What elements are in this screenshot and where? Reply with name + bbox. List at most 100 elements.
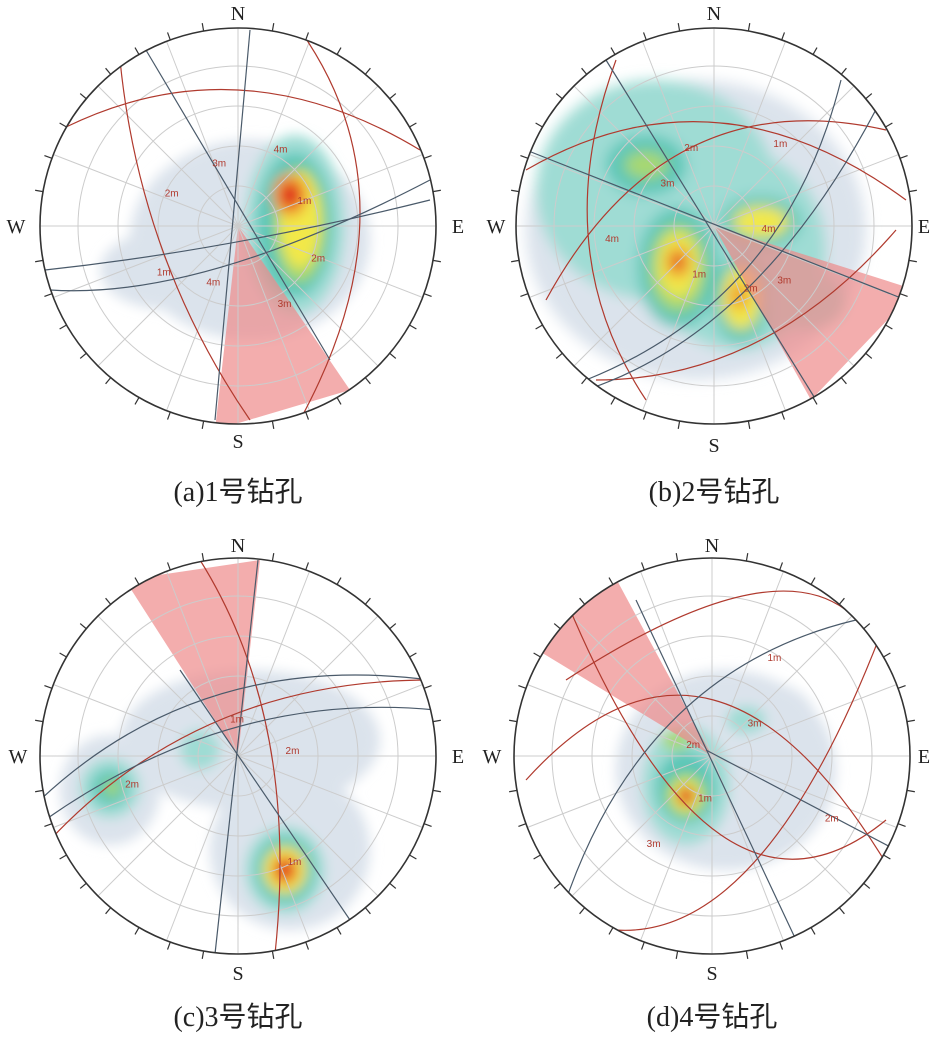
perimeter-tick xyxy=(899,293,908,298)
direction-e: E xyxy=(452,746,464,768)
perimeter-tick xyxy=(906,789,915,793)
depth-label: 2m xyxy=(825,813,839,824)
perimeter-tick xyxy=(520,154,529,159)
direction-e: E xyxy=(918,216,930,238)
perimeter-tick xyxy=(779,941,784,950)
perimeter-tick xyxy=(389,352,397,359)
perimeter-tick xyxy=(509,719,518,723)
caption-a: (a)1号钻孔 xyxy=(173,477,303,508)
perimeter-tick xyxy=(745,950,749,959)
perimeter-tick xyxy=(863,623,871,630)
perimeter-tick xyxy=(642,411,647,420)
perimeter-tick xyxy=(511,259,520,263)
perimeter-tick xyxy=(610,47,616,55)
perimeter-tick xyxy=(840,377,847,385)
great-circles xyxy=(40,559,436,954)
stereonet-b: N S W E 2m 1m 3m 4m 4m 1m 2m 3m xyxy=(487,3,931,457)
perimeter-tick xyxy=(364,597,371,605)
perimeter-tick xyxy=(781,411,786,420)
great-circles xyxy=(525,59,907,401)
perimeter-tick xyxy=(535,122,543,128)
primitive-circle xyxy=(515,27,913,425)
perimeter-tick xyxy=(511,189,520,193)
perimeter-tick xyxy=(608,927,614,935)
perimeter-tick xyxy=(812,397,818,405)
perimeter-tick xyxy=(134,927,140,935)
perimeter-tick xyxy=(423,823,432,828)
stereonet-c: N S W E 1m 2m 2m 1m xyxy=(9,535,465,985)
sector-highlight xyxy=(521,560,712,756)
perimeter-tick xyxy=(885,122,893,128)
perimeter-tick xyxy=(79,352,87,359)
perimeter-tick xyxy=(423,154,432,159)
depth-labels: 2m 1m 3m 4m 4m 1m 2m 3m xyxy=(605,139,791,295)
depth-label: 3m xyxy=(661,178,675,189)
depth-labels: 1m 3m 2m 1m 2m 3m xyxy=(647,653,839,850)
direction-w: W xyxy=(7,216,26,238)
perimeter-tick xyxy=(897,684,906,689)
perimeter-ticks xyxy=(509,553,915,959)
perimeter-tick xyxy=(863,882,871,889)
depth-label: 4m xyxy=(762,224,776,235)
perimeter-tick xyxy=(555,93,563,100)
perimeter-tick xyxy=(885,324,893,330)
perimeter-tick xyxy=(105,377,112,385)
perimeter-tick xyxy=(105,67,112,75)
perimeter-tick xyxy=(423,293,432,298)
perimeter-tick xyxy=(336,47,342,55)
primitive-circle xyxy=(39,557,437,955)
caption-d: (d)4号钻孔 xyxy=(646,1002,778,1033)
perimeter-ticks xyxy=(35,553,441,959)
perimeter-tick xyxy=(865,352,873,359)
perimeter-tick xyxy=(810,927,816,935)
depth-label: 1m xyxy=(767,653,781,664)
depth-label: 1m xyxy=(157,268,171,279)
perimeter-tick xyxy=(105,907,112,915)
depth-label: 4m xyxy=(206,277,220,288)
perimeter-tick xyxy=(166,562,171,571)
sector-highlight xyxy=(714,226,912,400)
depth-label: 4m xyxy=(274,145,288,156)
perimeter-tick xyxy=(166,941,171,950)
perimeter-tick xyxy=(364,67,371,75)
perimeter-tick xyxy=(79,623,87,630)
perimeter-tick xyxy=(553,623,561,630)
perimeter-tick xyxy=(509,789,518,793)
perimeter-tick xyxy=(812,47,818,55)
depth-label: 1m xyxy=(773,139,787,150)
perimeter-tick xyxy=(44,684,53,689)
caption-c: (c)3号钻孔 xyxy=(173,1002,303,1033)
direction-s: S xyxy=(706,963,717,980)
perimeter-tick xyxy=(35,789,44,793)
depth-label: 3m xyxy=(278,299,292,310)
depth-label: 1m xyxy=(230,714,244,725)
perimeter-tick xyxy=(305,32,310,41)
perimeter-tick xyxy=(865,93,873,100)
depth-label: 3m xyxy=(647,839,661,850)
direction-w: W xyxy=(483,746,502,768)
perimeter-tick xyxy=(535,324,543,330)
perimeter-tick xyxy=(166,411,171,420)
perimeter-tick xyxy=(897,823,906,828)
perimeter-tick xyxy=(59,854,67,860)
perimeter-tick xyxy=(271,553,275,562)
stereonet-d: N S W E 1m 3m 2m 1m 2m 3m xyxy=(483,535,931,985)
perimeter-tick xyxy=(336,577,342,585)
perimeter-tick xyxy=(579,907,586,915)
depth-label: 2m xyxy=(684,143,698,154)
perimeter-tick xyxy=(35,189,44,193)
perimeter-tick xyxy=(553,882,561,889)
perimeter-tick xyxy=(271,420,275,429)
perimeter-tick xyxy=(610,397,616,405)
perimeter-tick xyxy=(906,719,915,723)
perimeter-tick xyxy=(677,420,681,429)
stereonet-grid xyxy=(40,28,436,424)
perimeter-tick xyxy=(271,950,275,959)
perimeter-tick xyxy=(105,597,112,605)
perimeter-tick xyxy=(677,23,681,32)
direction-n: N xyxy=(707,3,721,25)
direction-s: S xyxy=(708,435,719,457)
perimeter-tick xyxy=(432,259,441,263)
perimeter-tick xyxy=(35,719,44,723)
perimeter-tick xyxy=(44,293,53,298)
